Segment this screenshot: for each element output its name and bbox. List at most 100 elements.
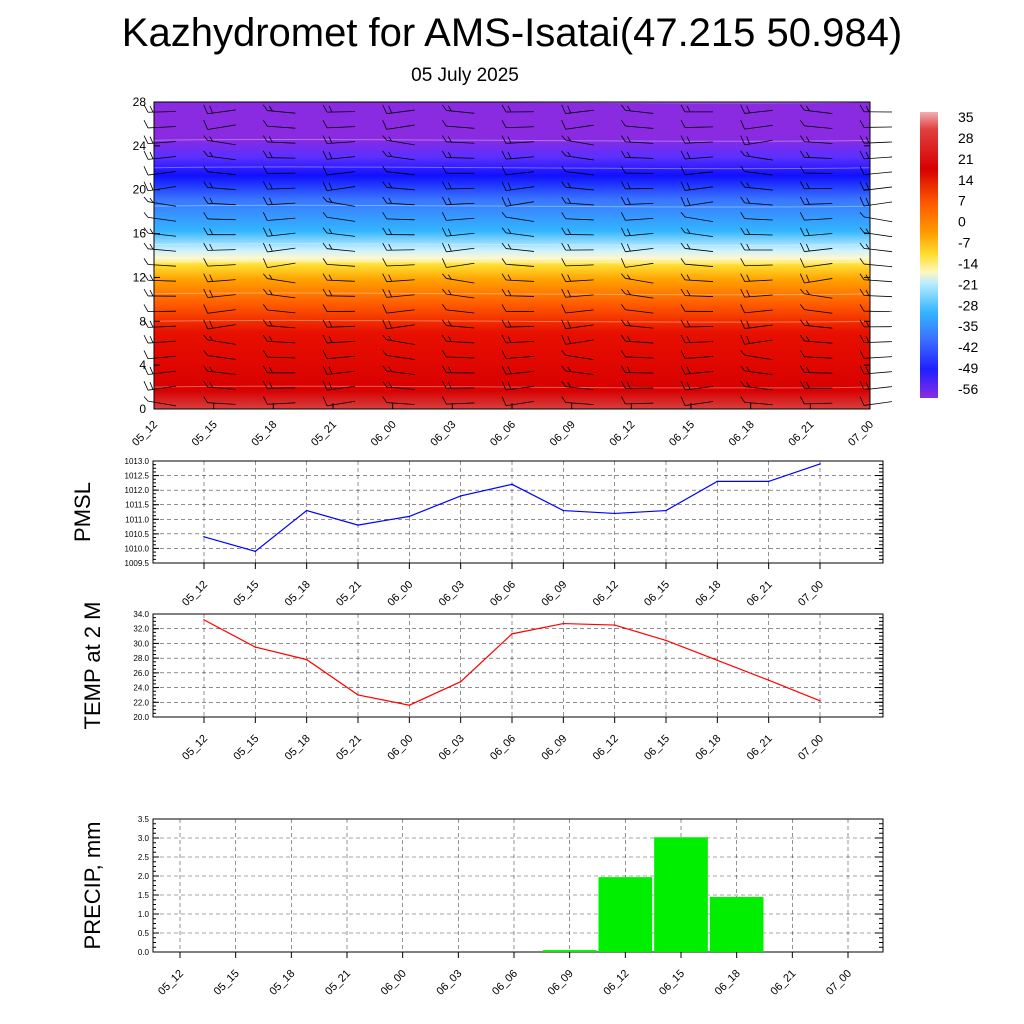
wind-barb-flag [263,304,268,311]
wind-barb-flag [859,288,865,296]
wind-barb-shaft [386,264,415,267]
wind-barb-flag [746,197,751,204]
wind-barb-flag [322,288,328,297]
wind-barb-flag [209,274,214,282]
wind-barb-flag [143,273,149,281]
wind-barb-flag [268,105,273,112]
wind-barb-flag [382,350,387,356]
wind-barb-flag [501,319,507,328]
wind-barb-flag [621,319,626,326]
wind-barb-flag [799,396,805,405]
wind-barb-flag [507,151,512,159]
wind-barb [740,196,773,206]
wind-barb [800,304,833,314]
colorbar-label: 28 [958,130,974,146]
colorbar-label: -28 [958,297,978,313]
wind-barb-flag [501,288,507,296]
wind-barb-flag [561,166,566,172]
wind-barb-flag [442,319,447,326]
wind-barb-flag [865,228,870,234]
wind-barb-shaft [386,402,415,405]
x-tick-label: 06_00 [385,733,415,763]
wind-barb-flag [567,228,572,235]
wind-barb-flag [746,182,751,188]
wind-barb-flag [268,274,273,280]
wind-barb-shaft [505,216,535,222]
wind-barb-flag [322,196,328,202]
wind-barb-shaft [565,124,594,130]
wind-barb-flag [799,350,805,357]
wind-barb-flag [740,396,745,403]
wind-barb-flag [680,120,686,128]
y-tick-label: 20 [133,183,147,197]
wind-barb [322,273,356,282]
wind-barb-flag [442,304,447,311]
y-tick-label: 1013.0 [125,457,150,466]
wind-barb [501,135,535,144]
wind-barb-shaft [386,355,415,360]
wind-barb-flag [203,150,208,157]
wind-barb-flag [388,182,393,189]
y-tick-label: 34.0 [133,610,149,619]
wind-barb-flag [686,151,691,159]
wind-barb [263,288,296,299]
wind-barb-flag [501,365,507,375]
wind-barb [143,135,177,145]
wind-barb-flag [382,334,387,340]
contour-line [153,243,871,246]
wind-barb [322,181,356,192]
wind-barb-flag [143,196,149,202]
wind-barb-flag [680,258,686,265]
colorbar-label: -14 [958,255,978,271]
wind-barb-flag [143,242,149,250]
data-point [254,550,257,553]
wind-barb-flag [626,136,631,143]
data-point [408,704,411,707]
wind-barb-flag [328,228,333,234]
wind-barb-flag [203,334,208,341]
wind-barb [262,150,296,159]
wind-barb [143,258,177,267]
y-tick-label: 28 [133,95,147,109]
wind-barb [203,212,236,221]
wind-barb [382,227,415,236]
wind-barb-flag [626,105,631,112]
y-tick-label: 8 [139,314,146,328]
wind-barb-flag [322,150,328,160]
x-tick-label: 06_06 [488,579,518,609]
contour-line [153,385,871,389]
wind-barb [859,380,893,391]
wind-barb [680,319,714,328]
wind-barb-flag [680,334,686,343]
wind-barb [442,119,475,129]
temperature-cross-section-panel: 0 4 8 12 16 20 24 28 05_12 05_15 05_18 05_21 06_00 06… [130,95,893,449]
x-tick-label: 06_15 [657,968,687,998]
wind-barb [680,150,714,160]
contour-line [153,292,871,296]
wind-barb-flag [746,366,751,372]
data-point [767,679,770,682]
wind-barb [203,135,236,146]
wind-barb-flag [686,182,691,190]
wind-barb-shaft [684,171,714,176]
wind-barb-flag [501,196,507,207]
wind-barb [441,181,475,190]
wind-barb-flag [143,365,149,375]
wind-barb [382,319,415,330]
wind-barb-shaft [267,217,296,221]
x-tick-label: 06_09 [548,419,578,449]
wind-barb-flag [328,335,333,343]
wind-barb-flag [262,150,268,158]
x-tick-label: 05_18 [249,419,279,449]
wind-barb-flag [262,334,268,342]
wind-barb-flag [203,350,208,356]
x-tick-label: 05_15 [190,419,220,449]
wind-barb-flag [621,288,626,295]
wind-barb-flag [799,380,805,389]
y-tick-label: 1.5 [138,891,150,900]
wind-barb [203,273,236,283]
wind-barb-flag [799,242,805,252]
wind-barb-shaft [267,356,296,359]
wind-barb-shaft [326,400,356,407]
wind-barb [740,104,773,114]
